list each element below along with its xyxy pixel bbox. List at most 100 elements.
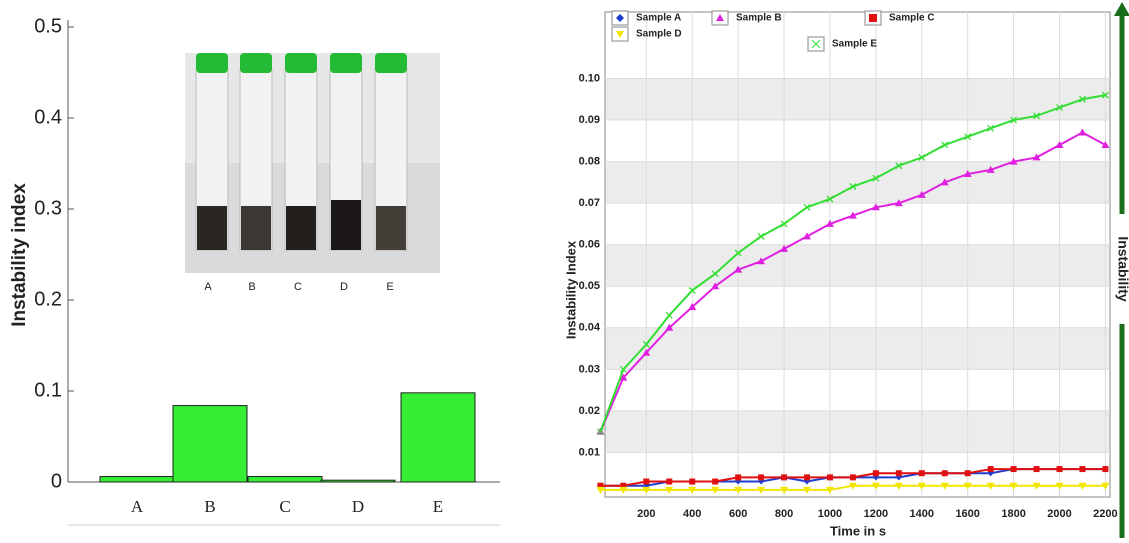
x-tick-label: 800 [775, 508, 793, 520]
marker [1078, 482, 1087, 490]
vial-content [376, 206, 406, 250]
marker [894, 482, 903, 490]
marker [1101, 140, 1110, 148]
marker [642, 348, 651, 356]
legend-label: Sample E [832, 39, 877, 50]
x-tick-label: B [204, 497, 215, 516]
marker [895, 470, 902, 477]
x-tick-label: 1400 [910, 508, 934, 520]
marker [757, 232, 765, 240]
grid-band [606, 161, 1109, 204]
vial-cap [375, 53, 407, 73]
y-tick-label: 0.10 [579, 72, 600, 84]
marker [849, 183, 857, 190]
y-tick-label: 0.08 [579, 155, 600, 167]
marker [734, 265, 743, 273]
x-tick-label: A [131, 497, 144, 516]
marker [1078, 95, 1086, 103]
marker [688, 303, 697, 311]
inset-label: D [340, 281, 348, 293]
marker [803, 203, 811, 211]
arrow-label: Instability [1115, 236, 1129, 302]
marker [918, 153, 926, 161]
y-tick-label: 0.5 [34, 15, 62, 37]
vial-content [286, 206, 316, 250]
marker [642, 486, 651, 494]
legend-marker [716, 14, 724, 21]
marker [735, 474, 742, 481]
legend-marker [869, 14, 877, 22]
marker [804, 474, 810, 481]
marker [688, 486, 697, 494]
marker [940, 482, 949, 490]
y-axis-label: Instability index [9, 183, 30, 327]
marker [643, 478, 650, 485]
x-tick-label: 1600 [955, 508, 979, 520]
inset-label: E [386, 281, 393, 293]
marker [780, 244, 789, 252]
marker [1056, 104, 1063, 112]
legend-label: Sample C [889, 13, 935, 24]
marker [826, 474, 833, 481]
marker [803, 232, 811, 240]
bar [320, 479, 396, 483]
marker [619, 373, 628, 381]
y-tick-label: 0.02 [579, 405, 600, 417]
bar [247, 476, 323, 483]
x-tick-label: 200 [637, 508, 655, 520]
vials [195, 53, 408, 251]
vial-cap [330, 53, 362, 73]
marker [642, 340, 650, 348]
x-tick-label: D [352, 497, 364, 516]
marker [620, 482, 627, 489]
marker [941, 470, 948, 477]
inset-label: A [204, 281, 212, 293]
marker [941, 141, 949, 149]
marker [711, 282, 720, 290]
marker [1032, 482, 1041, 490]
marker [665, 486, 674, 494]
marker [1102, 466, 1109, 473]
marker [1101, 482, 1110, 490]
marker [666, 478, 673, 485]
marker [964, 470, 971, 477]
marker [757, 486, 766, 494]
vial-content [241, 206, 271, 250]
x-tick-label: 1800 [1001, 508, 1025, 520]
marker [734, 249, 742, 257]
legend-marker [811, 39, 821, 49]
marker [665, 311, 673, 319]
marker [781, 474, 788, 481]
grid-band [606, 327, 1109, 370]
marker [918, 470, 925, 477]
vial-cap [240, 53, 272, 73]
marker [917, 190, 926, 198]
marker [826, 195, 834, 203]
legend-label: Sample D [636, 29, 682, 40]
x-tick-label: 1200 [864, 508, 888, 520]
marker [711, 486, 720, 494]
marker [1010, 116, 1018, 124]
x-tick-label: C [279, 497, 290, 516]
marker [963, 170, 972, 178]
plot-frame [604, 11, 1111, 498]
x-tick-label: 400 [683, 508, 701, 520]
bar [99, 476, 175, 483]
x-tick-label: 2200 [1093, 508, 1117, 520]
marker [665, 323, 674, 331]
marker [987, 124, 995, 132]
vial-content [197, 206, 227, 250]
arrow-label-bg [1113, 214, 1129, 324]
bar [172, 405, 248, 483]
marker [963, 482, 972, 490]
legend-label: Sample B [736, 13, 782, 24]
x-tick-label: 600 [729, 508, 747, 520]
y-tick-label: 0.4 [34, 106, 62, 128]
marker [780, 486, 789, 494]
inset-label: B [248, 281, 255, 293]
marker [917, 482, 926, 490]
marker [780, 220, 788, 228]
marker [940, 178, 949, 186]
marker [895, 162, 903, 170]
